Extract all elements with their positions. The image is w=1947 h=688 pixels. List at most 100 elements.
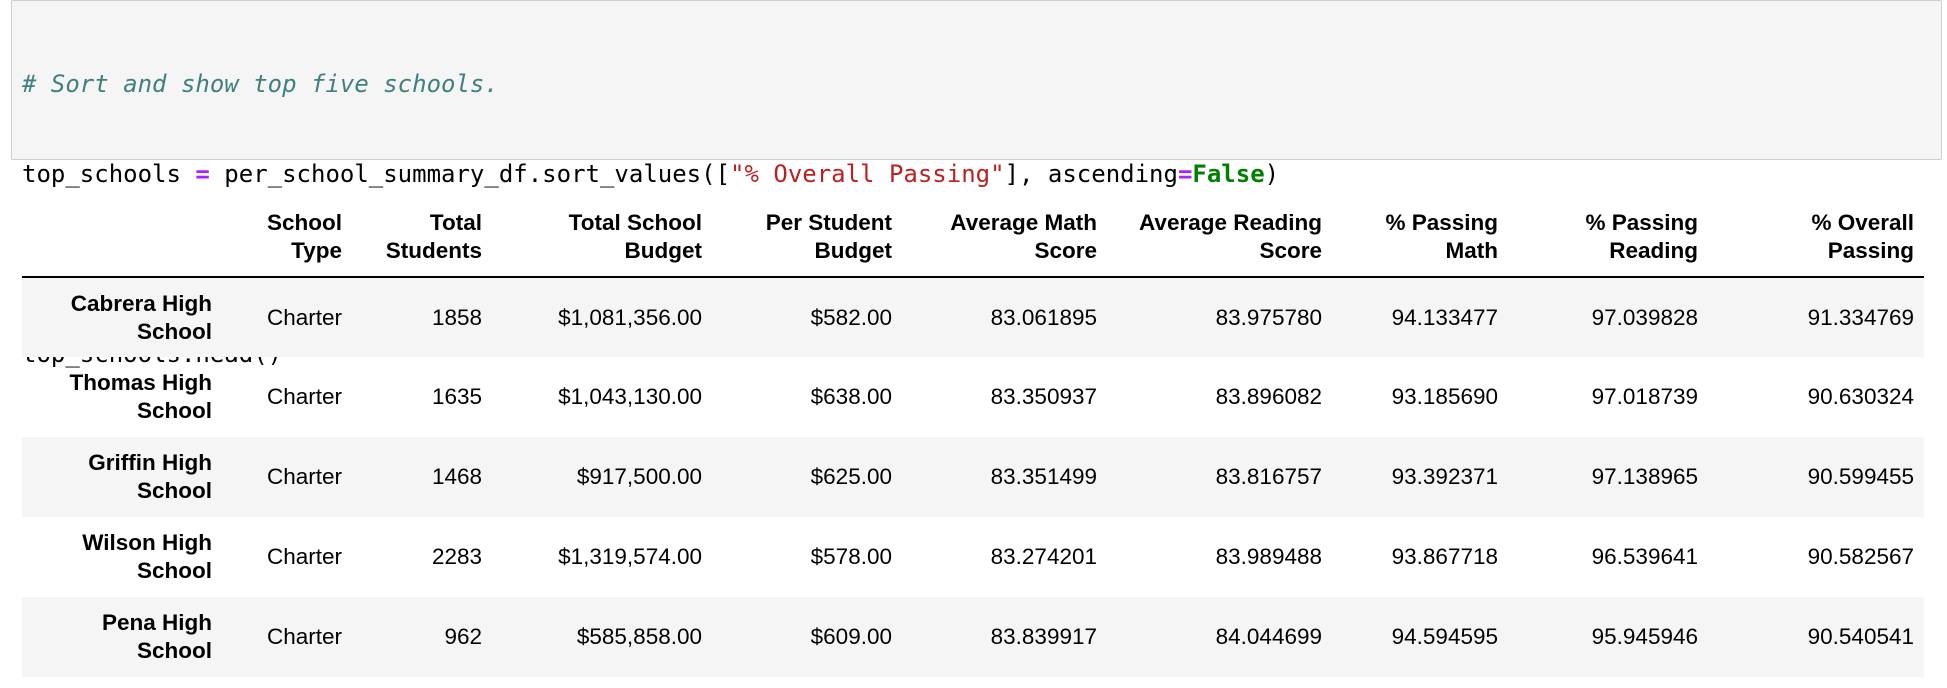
column-header-line: % Passing <box>1385 210 1498 235</box>
code-token: ], ascending <box>1004 160 1178 188</box>
table-cell: $582.00 <box>810 304 892 330</box>
table-row: Wilson High School Charter 2283 $1,319,574.0… <box>22 517 1924 597</box>
table-cell: 2283 <box>431 544 482 569</box>
table-row: Pena High School Charter 962 $585,858.00 $609… <box>22 597 1924 677</box>
code-line-head: top_schools.head() <box>22 337 1941 371</box>
table-cell: 83.816757 <box>1215 464 1322 489</box>
row-index-line: Griffin High <box>88 450 212 475</box>
table-cell: 962 <box>444 624 482 649</box>
column-header-line: Passing <box>1827 238 1914 263</box>
column-header-line: Average Math <box>950 210 1097 235</box>
table-header: School Type Total Students Total School Budge… <box>22 200 1924 278</box>
row-index-line: School <box>136 558 212 583</box>
row-index-label: Griffin High School <box>22 437 222 517</box>
table-body: Cabrera High School Charter 1858 $1,081,356.… <box>22 277 1924 677</box>
column-header-line: Math <box>1445 238 1499 263</box>
table-cell: $1,319,574.00 <box>558 544 702 569</box>
table-cell: 90.630324 <box>1807 384 1914 409</box>
code-keyword: False <box>1192 160 1265 188</box>
table-cell: $625.00 <box>810 464 892 489</box>
table-cell: $578.00 <box>810 544 892 569</box>
column-header: Per Student Budget <box>712 200 902 278</box>
table-cell: 84.044699 <box>1215 624 1322 649</box>
output-area: School Type Total Students Total School Budge… <box>22 200 1932 677</box>
table-cell: 93.185690 <box>1391 384 1498 409</box>
column-header: Total School Budget <box>492 200 712 278</box>
table-cell: 83.896082 <box>1215 384 1322 409</box>
code-line-sort: top_schools = per_school_summary_df.sort… <box>22 157 1941 191</box>
column-header-line: Budget <box>814 238 893 263</box>
table-row: Griffin High School Charter 1468 $917,500.00… <box>22 437 1924 517</box>
table-cell: 83.350937 <box>990 384 1097 409</box>
column-header: % Passing Math <box>1332 200 1508 278</box>
index-header <box>22 200 222 278</box>
table-cell: 93.392371 <box>1391 464 1498 489</box>
table-cell: Charter <box>266 304 342 330</box>
column-header-line: Score <box>1034 238 1097 263</box>
table-cell: $638.00 <box>810 384 892 409</box>
table-cell: $609.00 <box>810 624 892 649</box>
table-cell: 1468 <box>431 464 482 489</box>
table-cell: Charter <box>266 624 342 649</box>
row-index-line: School <box>136 318 212 344</box>
table-cell: $1,081,356.00 <box>558 304 702 330</box>
code-token: per_school_summary_df.sort_values([ <box>209 160 731 188</box>
row-index-label: Cabrera High School <box>22 277 222 357</box>
table-cell: 97.138965 <box>1591 464 1698 489</box>
table-cell: 96.539641 <box>1591 544 1698 569</box>
table-cell: 94.594595 <box>1391 624 1498 649</box>
column-header-line: Type <box>291 238 342 263</box>
table-cell: 83.274201 <box>990 544 1097 569</box>
row-index-label: Pena High School <box>22 597 222 677</box>
column-header-line: % Passing <box>1585 210 1698 235</box>
row-index-line: School <box>136 478 212 503</box>
row-index-line: Pena High <box>101 610 212 635</box>
column-header-line: Budget <box>624 238 703 263</box>
table-cell: Charter <box>266 384 342 409</box>
code-token: ) <box>1264 160 1280 188</box>
table-cell: $917,500.00 <box>576 464 702 489</box>
table-cell: 83.061895 <box>990 304 1097 330</box>
table-cell: 90.540541 <box>1807 624 1914 649</box>
column-header: Average Math Score <box>902 200 1107 278</box>
table-cell: 83.989488 <box>1215 544 1322 569</box>
column-header: Total Students <box>352 200 492 278</box>
row-index-line: School <box>136 638 212 663</box>
column-header-line: Score <box>1259 238 1322 263</box>
row-index-line: Thomas High <box>69 370 212 395</box>
table-cell: 91.334769 <box>1807 304 1914 330</box>
table-cell: $1,043,130.00 <box>558 384 702 409</box>
table-row: Cabrera High School Charter 1858 $1,081,356.… <box>22 277 1924 357</box>
dataframe-table: School Type Total Students Total School Budge… <box>22 200 1924 677</box>
code-token: top_schools.head() <box>22 340 283 368</box>
column-header-line: Average Reading <box>1139 210 1322 235</box>
table-cell: 97.018739 <box>1591 384 1698 409</box>
table-cell: 97.039828 <box>1591 304 1698 330</box>
table-cell: 83.975780 <box>1215 304 1322 330</box>
column-header-line: Per Student <box>765 210 892 235</box>
table-cell: 90.582567 <box>1807 544 1914 569</box>
column-header-line: Students <box>385 238 482 263</box>
table-cell: 1858 <box>431 304 482 330</box>
column-header-line: Total <box>429 210 482 235</box>
table-row: Thomas High School Charter 1635 $1,043,130.0… <box>22 357 1924 437</box>
code-operator: = <box>195 160 210 188</box>
column-header-line: Reading <box>1609 238 1698 263</box>
table-cell: 90.599455 <box>1807 464 1914 489</box>
table-cell: 83.839917 <box>990 624 1097 649</box>
column-header: School Type <box>222 200 352 278</box>
row-index-label: Wilson High School <box>22 517 222 597</box>
column-header: % Overall Passing <box>1708 200 1924 278</box>
code-string: "% Overall Passing" <box>730 160 1005 188</box>
column-header: Average Reading Score <box>1107 200 1332 278</box>
column-header: % Passing Reading <box>1508 200 1708 278</box>
table-cell: 94.133477 <box>1391 304 1498 330</box>
code-cell[interactable]: # Sort and show top five schools. top_sc… <box>11 0 1942 368</box>
column-header-line: School <box>266 210 342 235</box>
row-index-line: Wilson High <box>82 530 212 555</box>
code-line-comment: # Sort and show top five schools. <box>22 67 1941 101</box>
table-cell: 95.945946 <box>1591 624 1698 649</box>
table-cell: $585,858.00 <box>576 624 702 649</box>
table-cell: Charter <box>266 464 342 489</box>
row-index-line: Cabrera High <box>70 290 212 316</box>
